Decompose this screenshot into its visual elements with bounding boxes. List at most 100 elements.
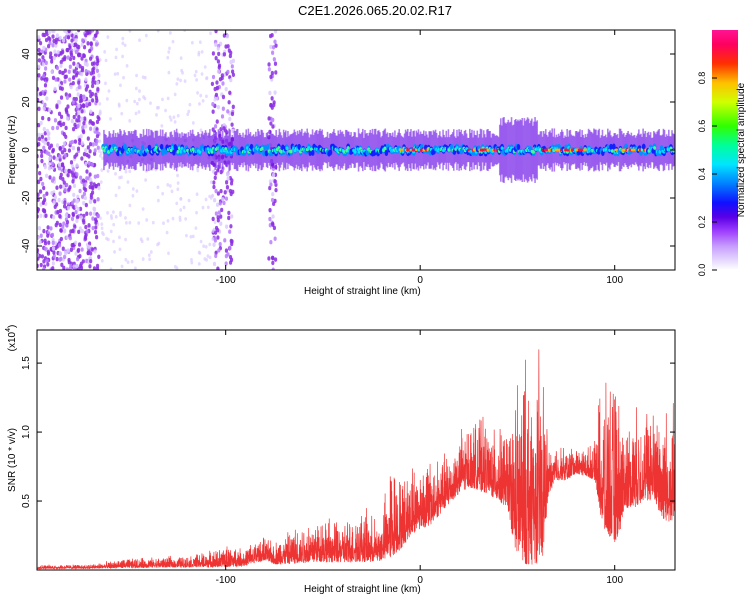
- spectrogram-xtick-label: -100: [216, 275, 236, 286]
- noise-speckle: [47, 136, 51, 141]
- noise-speckle: [79, 175, 83, 180]
- ridge-core: [139, 149, 144, 156]
- noise-speckle: [214, 188, 218, 194]
- spectrogram-ytick-label: 20: [21, 96, 32, 108]
- noise-speckle: [211, 102, 215, 107]
- noise-speckle: [179, 197, 183, 201]
- noise-speckle: [63, 148, 67, 153]
- noise-speckle: [186, 112, 190, 117]
- noise-speckle: [60, 150, 65, 155]
- noise-speckle: [46, 262, 50, 267]
- noise-speckle: [269, 240, 273, 245]
- noise-speckle: [69, 263, 73, 269]
- noise-speckle: [225, 34, 230, 39]
- noise-speckle: [86, 41, 90, 46]
- noise-speckle: [191, 121, 195, 125]
- snr-ytick-label: 1.0: [21, 425, 32, 439]
- noise-speckle: [100, 226, 104, 231]
- noise-speckle: [58, 69, 62, 75]
- noise-speckle: [222, 200, 226, 206]
- snr-series: [37, 349, 675, 570]
- noise-speckle: [68, 93, 72, 98]
- noise-speckle: [225, 184, 230, 190]
- noise-speckle: [40, 254, 45, 259]
- ridge-halo: [517, 119, 519, 181]
- noise-speckle: [112, 222, 116, 227]
- noise-speckle: [70, 216, 75, 222]
- noise-speckle: [78, 226, 82, 231]
- noise-speckle: [208, 242, 212, 247]
- noise-speckle: [123, 43, 127, 48]
- colorbar-scale: [712, 30, 738, 270]
- noise-speckle: [214, 92, 219, 98]
- noise-speckle: [137, 110, 141, 114]
- noise-speckle: [176, 173, 179, 178]
- snr-xtick-label: -100: [216, 575, 236, 586]
- noise-speckle: [166, 55, 170, 60]
- noise-speckle: [82, 152, 87, 157]
- noise-speckle: [59, 184, 63, 189]
- noise-speckle: [73, 240, 78, 246]
- noise-speckle: [211, 127, 215, 132]
- noise-speckle: [217, 248, 221, 253]
- noise-speckle: [194, 226, 198, 230]
- noise-speckle: [90, 162, 94, 167]
- noise-speckle: [221, 197, 225, 202]
- noise-speckle: [95, 133, 100, 139]
- noise-speckle: [45, 128, 50, 134]
- noise-speckle: [76, 92, 80, 97]
- noise-speckle: [119, 213, 122, 217]
- noise-speckle: [72, 114, 76, 120]
- noise-speckle: [64, 213, 68, 218]
- noise-speckle: [74, 38, 78, 43]
- noise-speckle: [45, 150, 49, 155]
- noise-speckle: [66, 55, 70, 60]
- noise-speckle: [201, 205, 205, 210]
- noise-speckle: [42, 259, 46, 264]
- noise-speckle: [83, 116, 87, 121]
- noise-speckle: [161, 97, 164, 102]
- noise-speckle: [268, 216, 272, 222]
- noise-speckle: [124, 257, 128, 262]
- noise-speckle: [72, 198, 76, 203]
- noise-speckle: [138, 89, 141, 93]
- ridge-halo: [655, 134, 657, 166]
- ridge-core: [311, 149, 315, 156]
- noise-speckle: [52, 155, 56, 160]
- noise-speckle: [91, 185, 95, 191]
- noise-speckle: [52, 176, 56, 181]
- ridge-core: [159, 143, 164, 150]
- noise-speckle: [273, 61, 278, 66]
- noise-speckle: [271, 45, 276, 50]
- noise-speckle: [204, 197, 208, 202]
- spectrogram-ytick-label: 40: [21, 48, 32, 60]
- noise-speckle: [216, 215, 220, 220]
- noise-speckle: [71, 179, 75, 184]
- noise-speckle: [84, 202, 88, 208]
- noise-speckle: [91, 247, 95, 252]
- ridge-core: [516, 143, 521, 150]
- noise-speckle: [213, 86, 217, 92]
- noise-speckle: [176, 77, 180, 81]
- noise-speckle: [95, 68, 100, 74]
- noise-speckle: [62, 132, 66, 137]
- noise-speckle: [75, 172, 79, 177]
- noise-speckle: [91, 225, 95, 231]
- noise-speckle: [199, 128, 203, 133]
- noise-speckle: [124, 169, 128, 174]
- ridge-core: [140, 144, 145, 151]
- noise-speckle: [102, 232, 105, 237]
- noise-speckle: [83, 61, 87, 66]
- noise-speckle: [71, 80, 75, 86]
- noise-speckle: [156, 198, 160, 203]
- ridge-core: [610, 149, 614, 153]
- noise-speckle: [56, 209, 60, 215]
- noise-speckle: [273, 257, 278, 262]
- noise-speckle: [48, 54, 53, 60]
- noise-speckle: [46, 141, 50, 147]
- noise-speckle: [63, 68, 67, 73]
- spectrogram-ytick-label: -20: [21, 190, 32, 205]
- noise-speckle: [116, 71, 120, 76]
- noise-speckle: [268, 185, 272, 191]
- noise-speckle: [214, 55, 218, 61]
